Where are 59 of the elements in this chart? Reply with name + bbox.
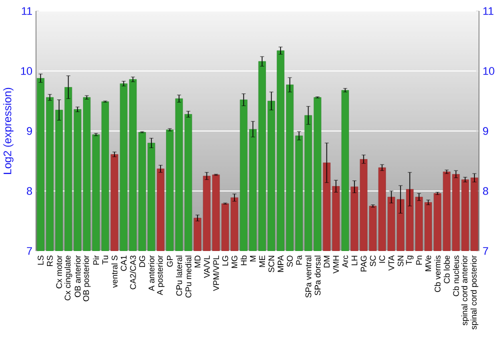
x-tick-label: LH	[352, 256, 358, 266]
x-tick-label: OB anterior	[74, 255, 81, 298]
x-tick-label: SPa ventral	[305, 256, 312, 298]
x-tick-label: LS	[38, 256, 44, 265]
y2-tick-label: 10	[483, 67, 494, 75]
x-tick-label: Cb nucleus	[452, 256, 459, 296]
x-tick-label: A anterior	[148, 255, 154, 292]
x-tick-label: CA2/CA3	[130, 256, 136, 290]
x-tick-label: spinal cord anterior	[461, 255, 470, 326]
x-tick-label: Hb	[240, 256, 247, 266]
y2-tick-label: 9	[483, 127, 488, 135]
y-tick-label: 8	[26, 187, 32, 195]
y2-tick-label: 8	[483, 187, 488, 195]
x-tick-label: SPa dorsal	[314, 256, 321, 296]
y2-tick-label: 7	[483, 247, 488, 255]
x-tick-label: Cb lobe	[444, 256, 450, 284]
x-tick-label: Tg	[406, 256, 414, 265]
x-tick-label: CA1	[120, 256, 127, 271]
x-tick-label: SC	[370, 256, 376, 266]
x-tick-label: MVe	[425, 256, 432, 272]
x-tick-label: A posterior	[156, 255, 164, 296]
x-tick-label: Pir	[93, 255, 99, 265]
x-tick-label: OB posterior	[82, 255, 91, 302]
x-tick-label: Cx motor	[56, 255, 62, 288]
x-tick-label: VPM/VPL	[212, 255, 220, 292]
y-axis-title: Log2 (expression)	[3, 88, 14, 174]
x-tick-label: SO	[286, 256, 293, 267]
x-tick-label: Tu	[102, 256, 108, 264]
x-tick-label: VMH	[333, 256, 339, 274]
x-tick-label: Cb vermis	[434, 256, 441, 292]
x-tick-label: SCN	[268, 256, 274, 272]
x-tick-label: DM	[324, 256, 330, 268]
x-tick-label: CPu medial	[185, 256, 192, 298]
x-tick-label: CPu lateral	[176, 256, 182, 296]
x-tick-label: DG	[139, 256, 146, 267]
x-tick-label: Pn	[416, 256, 422, 265]
y-tick-label: 9	[26, 127, 32, 135]
x-tick-label: GP	[166, 256, 173, 267]
y-tick-label: 11	[22, 7, 32, 15]
x-tick-label: MD	[194, 256, 200, 268]
y2-tick-label: 11	[483, 7, 494, 15]
x-tick-label: Cx cingulate	[64, 256, 72, 300]
x-tick-label: LG	[222, 256, 228, 266]
x-tick-label: spinal cord posterior	[470, 255, 478, 330]
x-tick-label: VTA	[388, 255, 394, 271]
x-tick-label: PAG	[360, 256, 367, 272]
y-tick-label: 10	[21, 67, 32, 75]
x-tick-label: M	[250, 256, 256, 262]
x-tick-label: Pa	[296, 255, 302, 265]
x-tick-label: MG	[232, 256, 238, 268]
x-tick-label: Arc	[342, 255, 348, 268]
y-tick-label: 7	[26, 247, 32, 255]
x-tick-label: MPA	[278, 255, 284, 272]
x-tick-label: VA/VL	[204, 255, 210, 278]
x-tick-label: IC	[379, 256, 386, 263]
x-tick-label: SN	[398, 256, 404, 266]
x-tick-label: ventral S	[111, 256, 118, 288]
x-tick-label: ME	[259, 256, 265, 267]
x-tick-label: RS	[46, 256, 53, 266]
